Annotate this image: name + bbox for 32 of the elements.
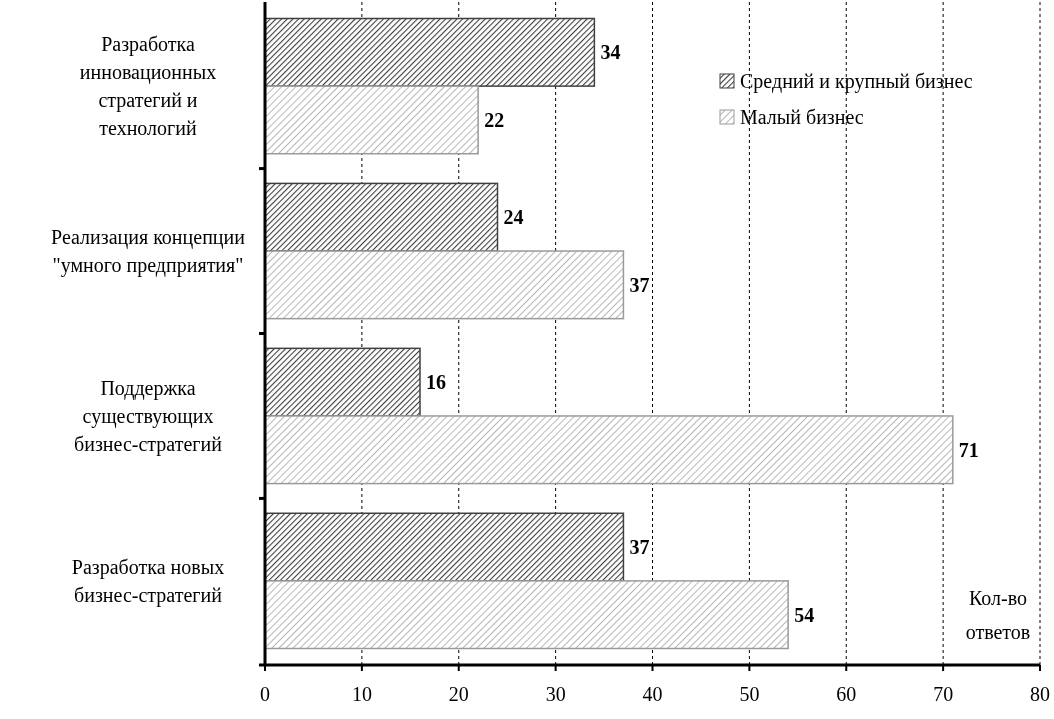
bar — [264, 182, 499, 252]
y-tick-label: Разработка новых бизнес-стратегий — [71, 555, 225, 607]
x-tick-label: 80 — [1030, 683, 1050, 705]
legend-label: Средний и крупный бизнес — [740, 70, 973, 93]
x-tick-label: 20 — [448, 683, 469, 705]
bar — [264, 347, 421, 417]
x-tick-label: 50 — [739, 683, 760, 705]
data-label: 71 — [958, 438, 979, 461]
x-tick-label: 70 — [933, 683, 954, 705]
data-label: 16 — [426, 371, 446, 394]
bar — [264, 512, 625, 582]
bar — [264, 85, 479, 155]
bar — [264, 17, 596, 87]
x-tick-label: 30 — [545, 683, 566, 705]
y-tick-label: Реализация концепции "умного предприятия" — [51, 226, 246, 278]
data-label: 24 — [503, 206, 524, 229]
x-axis-title: Кол-во ответов — [965, 587, 1031, 643]
legend-label: Малый бизнес — [740, 106, 864, 128]
data-label: 22 — [484, 108, 505, 131]
y-tick-label: Поддержка существующих бизнес-стратегий — [74, 376, 223, 456]
data-label: 37 — [629, 273, 650, 296]
x-tick-label: 40 — [642, 683, 663, 705]
bar — [264, 415, 954, 485]
bar — [264, 580, 789, 650]
data-label: 37 — [629, 536, 650, 559]
y-tick-label: Разработка инновационных стратегий и технологий — [79, 33, 217, 140]
x-tick-label: 0 — [260, 683, 270, 705]
x-tick-label: 10 — [351, 683, 372, 705]
data-label: 34 — [600, 41, 621, 64]
bar — [264, 250, 625, 320]
data-label: 54 — [794, 603, 815, 626]
x-tick-label: 60 — [836, 683, 857, 705]
